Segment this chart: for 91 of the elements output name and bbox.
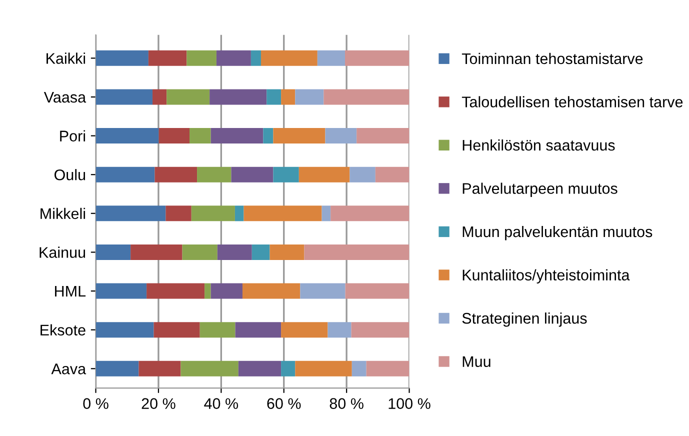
bar — [204, 283, 211, 299]
bar — [96, 244, 131, 260]
y-tick-label: Aava — [51, 364, 86, 374]
bar — [273, 166, 299, 182]
bar — [154, 166, 198, 182]
bar — [235, 322, 282, 338]
bar — [210, 89, 267, 105]
bar — [281, 322, 328, 338]
bar — [138, 360, 181, 376]
bar — [263, 128, 274, 144]
legend-label: Muu — [462, 356, 490, 368]
legend-label: Toiminnan tehostamistarve — [462, 52, 643, 64]
bar — [180, 360, 238, 376]
bar — [356, 128, 410, 144]
bar — [191, 206, 235, 222]
bar — [130, 244, 182, 260]
bar — [166, 89, 210, 105]
legend-label: Strateginen linjaus — [462, 312, 587, 327]
bar — [210, 128, 264, 144]
bar — [242, 283, 300, 299]
bar — [300, 283, 346, 299]
bar — [266, 89, 282, 105]
x-tick-label: 20 % — [142, 398, 176, 409]
bar — [234, 206, 244, 222]
legend-label: Palvelutarpeen muutos — [462, 182, 618, 197]
bar — [270, 244, 304, 260]
bar — [210, 283, 242, 299]
legend-label: Henkilöstön saatavuus — [462, 139, 615, 151]
bar — [244, 206, 322, 222]
bar — [146, 283, 205, 299]
bar — [345, 50, 410, 66]
bar — [298, 166, 350, 182]
bar — [295, 89, 324, 105]
bar — [304, 244, 410, 260]
bar — [96, 206, 166, 222]
bar — [217, 244, 252, 260]
x-tick-label: 40 % — [204, 398, 238, 409]
bar — [260, 50, 318, 66]
bar — [281, 89, 296, 105]
bar — [166, 206, 192, 222]
bar — [345, 283, 410, 299]
bar — [182, 244, 218, 260]
bar — [350, 166, 376, 182]
bar — [328, 322, 352, 338]
bar — [152, 89, 167, 105]
legend-label: Taloudellisen tehostamisen tarve — [462, 96, 683, 108]
bar — [200, 322, 236, 338]
y-tick-label: Kainuu — [40, 246, 86, 258]
bar — [231, 166, 274, 182]
bar — [96, 128, 159, 144]
x-tick-label: 80 % — [330, 398, 364, 409]
y-tick-label: Oulu — [54, 169, 86, 180]
bar — [375, 166, 410, 182]
y-tick-label: Vaasa — [44, 92, 86, 103]
bar — [252, 244, 270, 260]
x-tick-label: 100 % — [388, 398, 430, 409]
bar — [325, 128, 357, 144]
bar — [190, 128, 211, 144]
bar — [330, 206, 410, 222]
bar — [366, 360, 410, 376]
bar — [317, 50, 345, 66]
bar — [281, 360, 296, 376]
bar — [96, 360, 139, 376]
bar — [216, 50, 251, 66]
y-tick-label: Pori — [60, 130, 86, 142]
bar — [154, 322, 200, 338]
x-tick-label: 0 % — [83, 398, 108, 409]
y-tick-label: HML — [55, 286, 86, 297]
legend-label: Kuntaliitos/yhteistoiminta — [462, 269, 630, 284]
bar — [186, 50, 216, 66]
bar — [96, 283, 147, 299]
y-tick-label: Eksote — [40, 324, 86, 336]
bar — [96, 50, 148, 66]
bar — [352, 360, 366, 376]
bar — [96, 89, 153, 105]
bar — [322, 206, 331, 222]
bar — [158, 128, 190, 144]
bar — [295, 360, 352, 376]
bar — [197, 166, 232, 182]
y-tick-label: Mikkeli — [40, 208, 86, 220]
bar — [238, 360, 282, 376]
bar — [351, 322, 410, 338]
bar — [148, 50, 187, 66]
bar — [250, 50, 261, 66]
legend-label: Muun palvelukentän muutos — [462, 226, 652, 240]
bar — [96, 322, 154, 338]
bar — [324, 89, 410, 105]
y-tick-label: Kaikki — [46, 52, 86, 64]
bar — [273, 128, 326, 144]
bar — [96, 166, 155, 182]
x-tick-label: 60 % — [267, 398, 301, 409]
